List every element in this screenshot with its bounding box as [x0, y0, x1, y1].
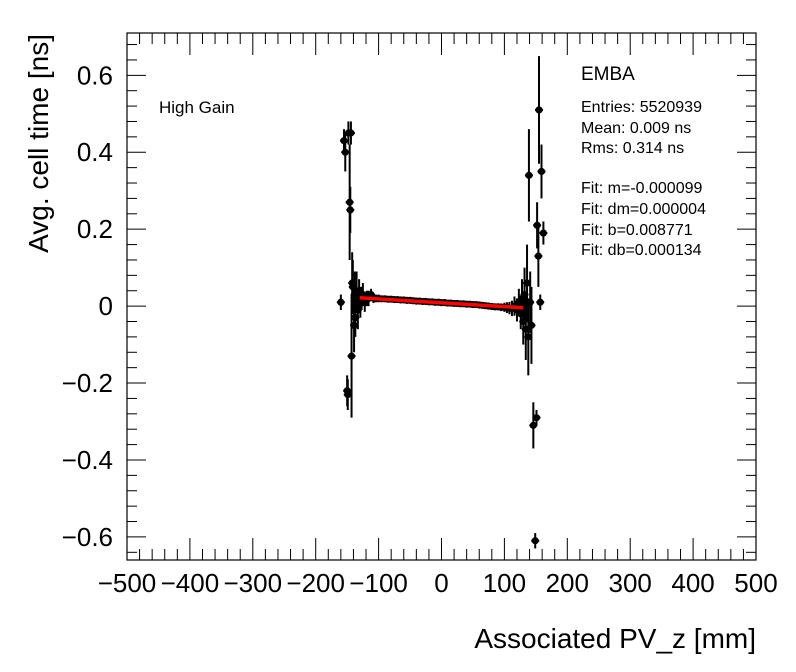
marker — [340, 137, 348, 145]
marker — [531, 537, 539, 545]
y-tick-label: −0.4 — [62, 445, 113, 475]
x-tick-label: 500 — [734, 568, 777, 598]
data-point — [534, 225, 543, 287]
x-tick-label: 100 — [483, 568, 526, 598]
marker — [535, 106, 543, 114]
data-point — [523, 244, 532, 322]
data-point — [534, 56, 543, 164]
x-tick-label: −400 — [161, 568, 220, 598]
y-tick-label: −0.6 — [62, 522, 113, 552]
data-point — [524, 129, 533, 222]
x-tick-label: −500 — [98, 568, 157, 598]
x-tick-label: −100 — [349, 568, 408, 598]
marker — [532, 414, 541, 422]
stats-fit-db: Fit: db=0.000134 — [581, 242, 702, 259]
x-tick-labels: −500 −400 −300 −200 −100 0 100 200 300 400 500 — [98, 568, 778, 598]
marker — [537, 167, 546, 176]
stats-fit-b: Fit: b=0.008771 — [581, 222, 693, 239]
y-tick-label: 0.6 — [77, 60, 113, 90]
marker — [533, 221, 541, 229]
stats-fit-m: Fit: m=-0.000099 — [581, 180, 703, 197]
marker — [525, 171, 533, 179]
x-axis-title: Associated PV_z [mm] — [474, 623, 756, 654]
marker — [350, 321, 358, 329]
y-axis-title: Avg. cell time [ns] — [23, 34, 54, 253]
fit-line — [359, 296, 524, 310]
data-point — [536, 294, 545, 310]
data-point — [532, 409, 541, 426]
marker — [344, 390, 352, 399]
marker — [523, 279, 531, 287]
stats-entries: Entries: 5520939 — [581, 99, 702, 116]
plot-frame — [126, 32, 757, 561]
data-point — [341, 133, 350, 172]
marker — [347, 352, 356, 360]
marker — [527, 321, 536, 329]
y-tick-label: 0 — [99, 291, 113, 321]
y-tick-label: 0.2 — [77, 214, 113, 244]
y-tick-label: 0.4 — [77, 137, 113, 167]
marker — [346, 206, 354, 214]
data-point — [343, 379, 352, 410]
data-point — [336, 294, 345, 310]
x-tick-label: 0 — [434, 568, 448, 598]
marker — [534, 252, 542, 260]
marker — [536, 298, 544, 306]
marker — [337, 298, 345, 306]
marker — [529, 421, 537, 429]
marker — [524, 333, 532, 341]
data-point — [539, 221, 548, 245]
stats-fit-dm: Fit: dm=0.000004 — [581, 201, 706, 218]
stats-title: EMBA — [581, 64, 635, 85]
marker — [539, 229, 547, 237]
data-point — [537, 144, 546, 199]
x-tick-label: 400 — [671, 568, 714, 598]
x-tick-label: 200 — [546, 568, 589, 598]
stats-rms: Rms: 0.314 ns — [581, 140, 684, 157]
stats-box: EMBA Entries: 5520939 Mean: 0.009 ns Rms… — [581, 64, 706, 259]
fit-line-group — [359, 296, 524, 310]
data-point — [524, 298, 533, 376]
marker — [341, 148, 349, 156]
data-point — [346, 186, 355, 234]
x-tick-label: 300 — [609, 568, 652, 598]
data-point — [527, 286, 536, 364]
marker — [526, 298, 534, 306]
data-point — [346, 121, 355, 145]
x-tick-label: −200 — [286, 568, 345, 598]
annotation-high-gain: High Gain — [159, 98, 235, 117]
data-point — [531, 533, 540, 549]
x-tick-label: −300 — [224, 568, 283, 598]
y-tick-label: −0.2 — [62, 368, 113, 398]
marker — [347, 129, 355, 137]
y-tick-labels: −0.6 −0.4 −0.2 0 0.2 0.4 0.6 — [62, 60, 113, 552]
stats-mean: Mean: 0.009 ns — [581, 120, 691, 137]
data-point — [347, 294, 356, 418]
